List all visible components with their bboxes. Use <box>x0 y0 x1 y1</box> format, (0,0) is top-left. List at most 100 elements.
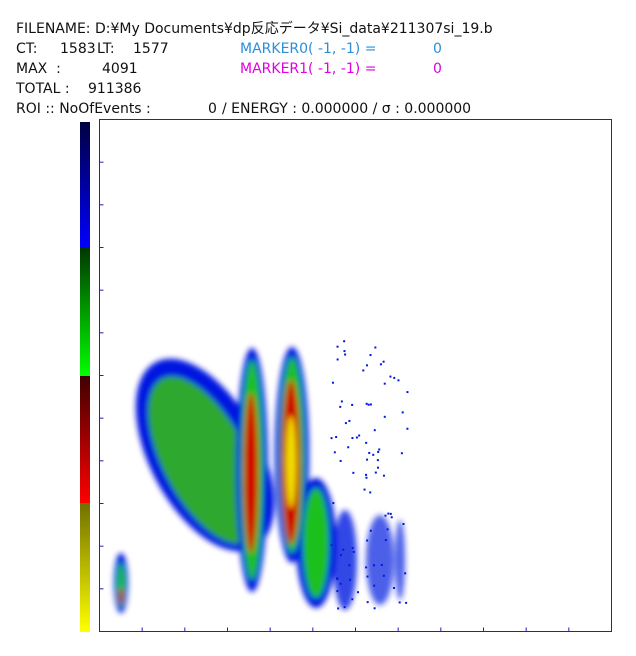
scatter-dots <box>330 340 409 610</box>
dot <box>362 369 365 372</box>
dot <box>379 363 382 366</box>
dot <box>384 539 387 542</box>
dot <box>402 523 405 526</box>
max-label: MAX : <box>16 61 61 77</box>
roi-events: 0 <box>208 101 217 117</box>
dot <box>387 512 390 515</box>
dot <box>358 434 361 437</box>
dot <box>365 476 368 479</box>
dot <box>366 458 369 461</box>
dot <box>401 411 404 414</box>
dot <box>365 566 368 569</box>
roi-label: ROI :: NoOfEvents : <box>16 101 151 117</box>
dot <box>365 473 368 476</box>
total-label: TOTAL : <box>16 81 70 97</box>
dot <box>397 379 400 382</box>
dot <box>369 403 372 406</box>
dot <box>404 572 407 575</box>
dot <box>392 586 395 589</box>
ct-label: CT: <box>16 41 38 57</box>
dot <box>343 350 346 353</box>
dot <box>376 459 379 462</box>
dot <box>384 514 387 517</box>
dot <box>349 578 352 581</box>
dot <box>347 446 350 449</box>
color-scale <box>80 122 90 248</box>
dot <box>372 564 375 567</box>
dot <box>382 360 385 363</box>
dot <box>355 436 358 439</box>
dot <box>344 422 347 425</box>
dot <box>340 554 343 557</box>
marker1-value: 0 <box>433 61 442 77</box>
marker0-value: 0 <box>433 41 442 57</box>
dot <box>365 441 368 444</box>
dot <box>366 575 369 578</box>
dot <box>374 471 377 474</box>
dot <box>372 453 375 456</box>
ct-value: 1583 <box>60 41 96 57</box>
dot <box>343 606 346 609</box>
roi-rest: / ENERGY : 0.000000 / σ : 0.000000 <box>222 101 472 117</box>
dot <box>405 601 408 604</box>
dot <box>365 402 368 405</box>
dot <box>366 601 369 604</box>
dot <box>332 502 335 505</box>
dot <box>363 488 366 491</box>
lt-label: LT: <box>97 41 115 57</box>
dot <box>369 354 372 357</box>
dot <box>348 419 351 422</box>
dot <box>390 516 393 519</box>
lt-value: 1577 <box>133 41 169 57</box>
dot <box>336 345 339 348</box>
dot <box>352 471 355 474</box>
dot <box>389 375 392 378</box>
dot <box>377 450 380 453</box>
dot <box>369 529 372 532</box>
dot <box>367 403 370 406</box>
dot <box>333 451 336 454</box>
dot <box>336 358 339 361</box>
dot <box>343 340 346 343</box>
dot <box>406 427 409 430</box>
dot <box>331 381 334 384</box>
marker0-label: MARKER0( -1, -1) = <box>240 41 377 57</box>
dot <box>330 437 333 440</box>
dot <box>336 590 339 593</box>
marker1-label: MARKER1( -1, -1) = <box>240 61 377 77</box>
dot <box>340 400 343 403</box>
dot <box>374 346 377 349</box>
dot <box>351 437 354 440</box>
dot <box>398 601 401 604</box>
dot <box>378 448 381 451</box>
heatmap <box>114 347 405 613</box>
dot <box>339 405 342 408</box>
dot <box>386 528 389 531</box>
total-value: 911386 <box>88 81 142 97</box>
dot <box>339 582 342 585</box>
dot <box>400 452 403 455</box>
dot <box>383 415 386 418</box>
dot <box>351 598 354 601</box>
dot <box>373 584 376 587</box>
dot <box>380 563 383 566</box>
dot <box>337 607 340 610</box>
dot <box>357 591 360 594</box>
dot <box>369 491 372 494</box>
dot <box>348 564 351 567</box>
color-scale <box>80 248 90 376</box>
dot <box>336 577 339 580</box>
dot <box>373 607 376 610</box>
dot <box>373 429 376 432</box>
color-scale <box>80 503 90 632</box>
dot <box>382 474 385 477</box>
ticks <box>99 161 570 632</box>
dot <box>366 539 369 542</box>
dot <box>393 376 396 379</box>
color-scale <box>80 376 90 503</box>
dot <box>383 382 386 385</box>
dot <box>330 544 333 547</box>
dot <box>351 546 354 549</box>
